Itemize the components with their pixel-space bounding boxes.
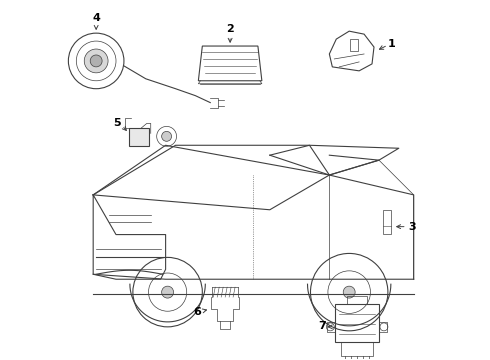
Circle shape	[162, 286, 173, 298]
Circle shape	[84, 49, 108, 73]
Text: 1: 1	[388, 39, 396, 49]
Bar	[341, 342, 373, 356]
Bar	[347, 296, 367, 304]
Text: 5: 5	[113, 118, 121, 129]
Bar	[335, 304, 379, 342]
Circle shape	[162, 131, 172, 141]
Circle shape	[343, 286, 355, 298]
Bar	[383, 210, 391, 234]
Text: 3: 3	[408, 222, 416, 231]
Bar	[129, 129, 149, 146]
Text: 7: 7	[318, 321, 326, 331]
Text: 6: 6	[194, 307, 201, 317]
Bar	[350, 39, 358, 51]
Circle shape	[90, 55, 102, 67]
Text: 2: 2	[226, 24, 234, 34]
Text: 4: 4	[92, 13, 100, 23]
